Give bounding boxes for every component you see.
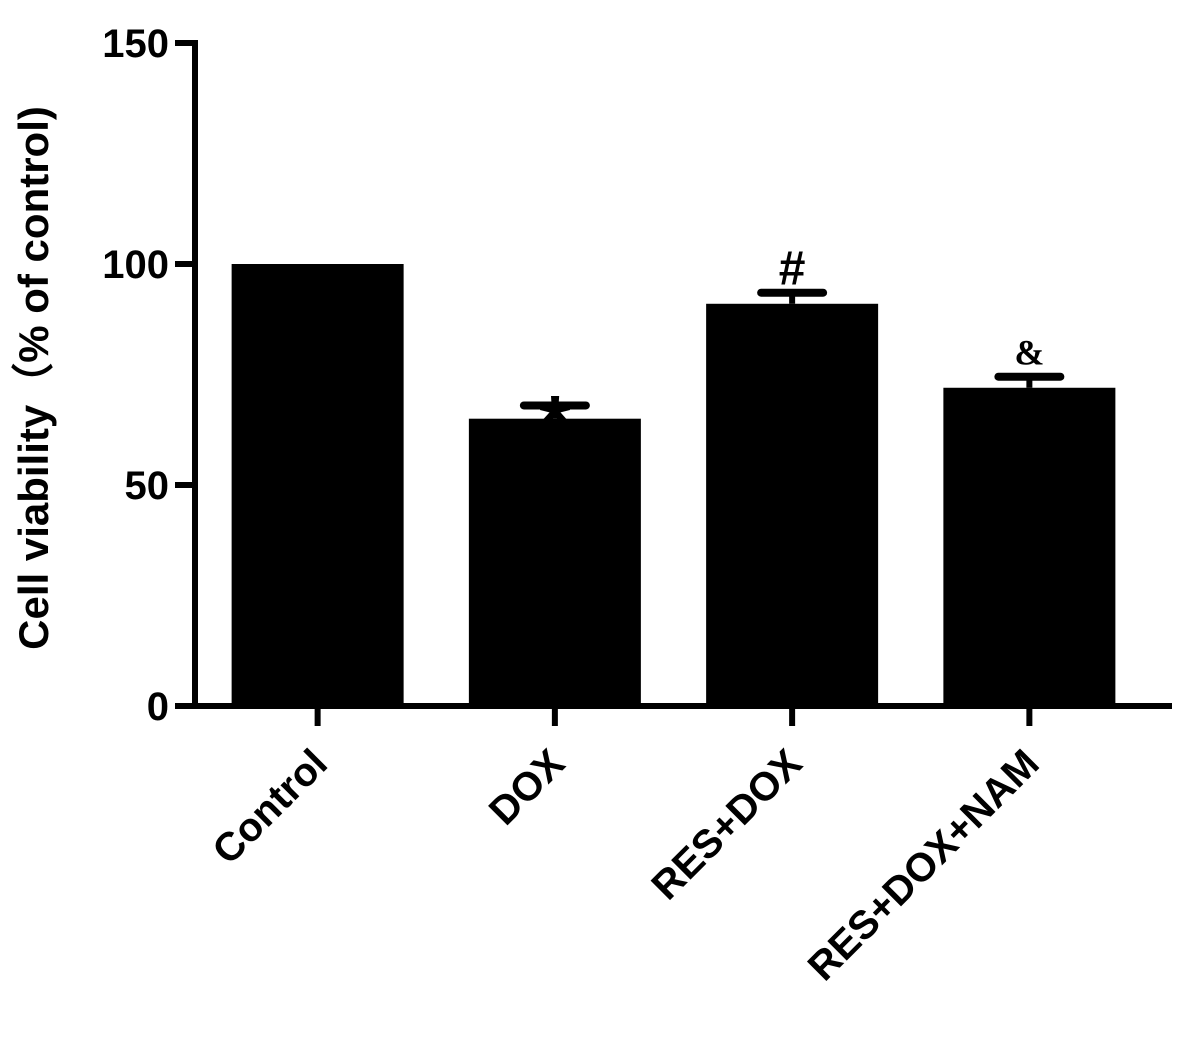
y-tick-label: 50 [125, 464, 170, 508]
x-category-label: DOX [481, 741, 574, 834]
significance-label: # [779, 243, 806, 296]
y-ticks: 0 50 100 150 [102, 22, 195, 729]
x-category-label: RES+DOX [643, 741, 810, 908]
bars: * # & [231, 243, 1116, 706]
significance-label: & [1014, 333, 1044, 373]
x-category-label: Control [204, 741, 336, 873]
x-category-label: RES+DOX+NAM [800, 741, 1048, 989]
y-tick-label: 150 [102, 22, 169, 66]
bar [706, 303, 879, 706]
bar [231, 264, 404, 706]
y-axis-title: Cell viability（% of control) [10, 106, 57, 650]
y-tick-label: 0 [147, 685, 169, 729]
y-tick-label: 100 [102, 243, 169, 287]
bar [468, 418, 641, 706]
bar [943, 387, 1116, 706]
significance-label: * [540, 378, 571, 466]
